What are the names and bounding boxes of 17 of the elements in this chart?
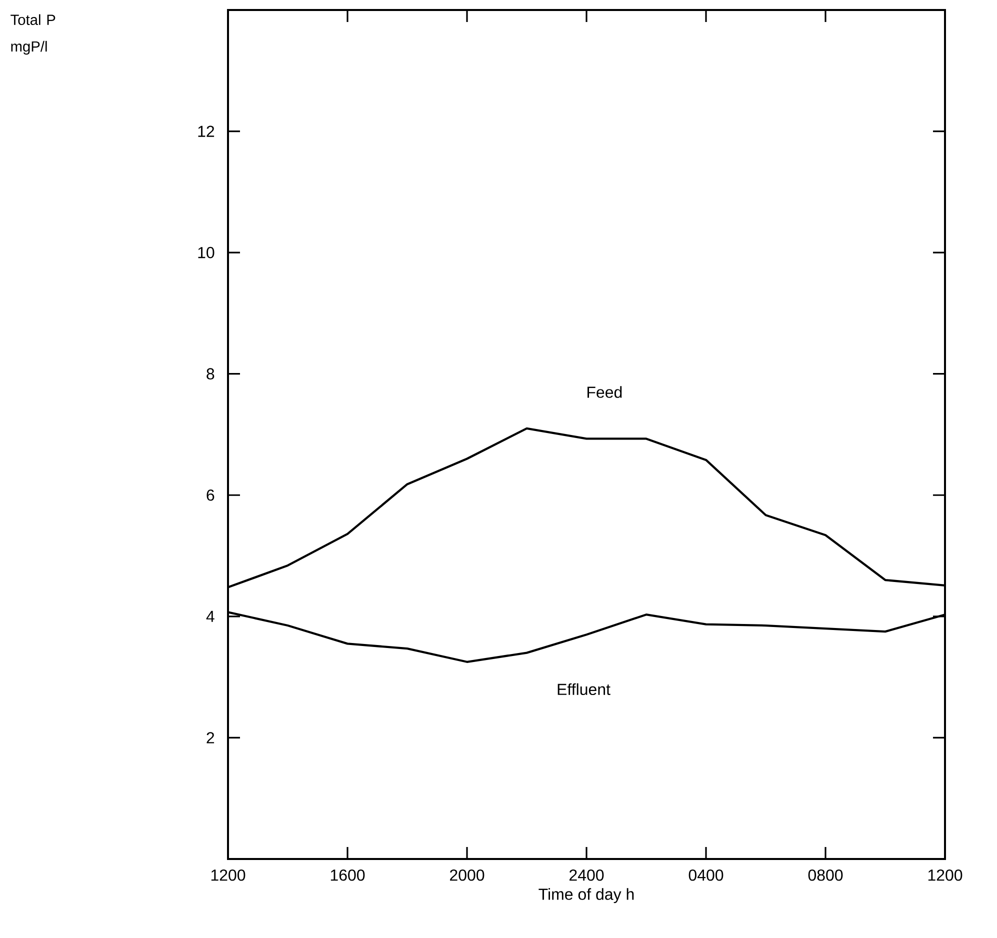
x-tick-label: 2400: [570, 869, 604, 881]
y-tick-label: 12: [198, 126, 214, 137]
y-tick-label: 2: [206, 732, 214, 744]
y-tick-label: 10: [198, 246, 214, 258]
x-tick-label: 0800: [808, 869, 843, 881]
x-tick-label: 1200: [928, 869, 962, 881]
x-tick-label: 1200: [211, 869, 246, 881]
y-tick-label: 6: [206, 489, 214, 501]
text: Feed: [588, 386, 622, 398]
text: Total P mgP/l: [10, 14, 56, 55]
y-tick-label: 8: [206, 368, 214, 380]
x-tick-label: 2000: [450, 869, 484, 881]
x-tick-label: 0400: [688, 869, 724, 881]
x-axis-title: Time of day h: [538, 888, 634, 904]
text: Effluent: [558, 683, 610, 696]
x-tick-label: 1600: [330, 869, 365, 881]
y-tick-label: 4: [206, 610, 214, 622]
